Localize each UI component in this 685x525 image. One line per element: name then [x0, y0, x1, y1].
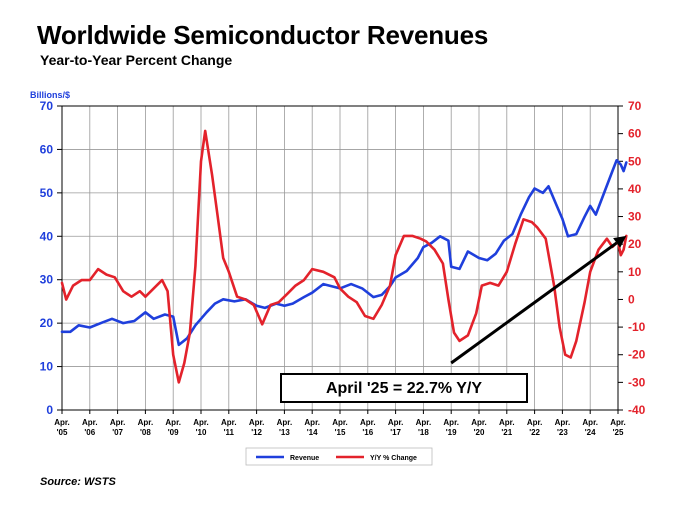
- x-axis-ticks: Apr.'05Apr.'06Apr.'07Apr.'08Apr.'09Apr.'…: [54, 410, 626, 437]
- right-tick-label: -20: [628, 348, 646, 362]
- left-tick-label: 40: [40, 229, 54, 243]
- x-tick-label-year: '11: [224, 428, 235, 437]
- left-tick-label: 0: [46, 403, 53, 417]
- x-tick-label-month: Apr.: [110, 418, 126, 427]
- chart-subtitle: Year-to-Year Percent Change: [40, 52, 233, 68]
- x-tick-label-year: '10: [196, 428, 207, 437]
- x-tick-label-year: '12: [251, 428, 262, 437]
- x-tick-label-year: '14: [307, 428, 318, 437]
- x-tick-label-month: Apr.: [165, 418, 181, 427]
- x-tick-label-month: Apr.: [193, 418, 209, 427]
- x-tick-label-year: '15: [335, 428, 346, 437]
- x-tick-label-month: Apr.: [527, 418, 543, 427]
- right-tick-label: 0: [628, 292, 635, 306]
- right-tick-label: -40: [628, 403, 646, 417]
- yoy-change-line: [60, 129, 628, 384]
- x-tick-label-year: '16: [362, 428, 373, 437]
- x-tick-label-year: '21: [501, 428, 512, 437]
- x-tick-label-year: '19: [446, 428, 457, 437]
- x-tick-label-year: '05: [57, 428, 68, 437]
- left-tick-label: 30: [40, 273, 54, 287]
- x-tick-label-year: '18: [418, 428, 429, 437]
- grid-lines: [61, 105, 619, 411]
- left-tick-label: 20: [40, 316, 54, 330]
- legend-label: Revenue: [290, 455, 319, 462]
- x-tick-label-year: '08: [140, 428, 151, 437]
- x-tick-label-month: Apr.: [471, 418, 487, 427]
- x-tick-label-year: '25: [613, 428, 624, 437]
- annotation-box: April '25 = 22.7% Y/Y: [280, 373, 528, 403]
- right-tick-label: 10: [628, 265, 642, 279]
- x-tick-label-month: Apr.: [555, 418, 571, 427]
- chart-title: Worldwide Semiconductor Revenues: [37, 20, 489, 50]
- left-tick-label: 10: [40, 360, 54, 374]
- x-tick-label-month: Apr.: [221, 418, 237, 427]
- x-tick-label-month: Apr.: [443, 418, 459, 427]
- arrow-shaft: [450, 241, 618, 365]
- x-tick-label-year: '07: [112, 428, 123, 437]
- left-tick-label: 60: [40, 142, 54, 156]
- x-tick-label-year: '06: [84, 428, 95, 437]
- trend-arrow: [450, 235, 627, 365]
- right-tick-label: 70: [628, 99, 642, 113]
- right-tick-label: 20: [628, 237, 642, 251]
- x-tick-label-year: '09: [168, 428, 179, 437]
- series-lines: [60, 129, 628, 384]
- x-tick-label-year: '13: [279, 428, 290, 437]
- left-tick-label: 50: [40, 186, 54, 200]
- right-tick-label: -30: [628, 375, 646, 389]
- x-tick-label-month: Apr.: [332, 418, 348, 427]
- arrow-head: [613, 235, 627, 248]
- x-tick-label-year: '23: [557, 428, 568, 437]
- left-tick-label: 70: [40, 99, 54, 113]
- source-note: Source: WSTS: [40, 476, 116, 488]
- x-tick-label-year: '24: [585, 428, 596, 437]
- x-tick-label-month: Apr.: [610, 418, 626, 427]
- x-tick-label-month: Apr.: [82, 418, 98, 427]
- legend-label: Y/Y % Change: [370, 455, 417, 462]
- x-tick-label-month: Apr.: [582, 418, 598, 427]
- x-tick-label-year: '17: [390, 428, 401, 437]
- right-axis-ticks: -40 -30 -20 -10 0 10 20 30 40 50 60 70: [618, 99, 646, 417]
- right-tick-label: 40: [628, 182, 642, 196]
- left-axis-label: Billions/$: [30, 90, 70, 100]
- x-tick-label-year: '20: [474, 428, 485, 437]
- x-tick-label-month: Apr.: [360, 418, 376, 427]
- right-tick-label: 60: [628, 127, 642, 141]
- left-axis-ticks: 0 10 20 30 40 50 60 70: [40, 99, 62, 417]
- annotation-box-frame: [280, 373, 528, 403]
- x-tick-label-month: Apr.: [249, 418, 265, 427]
- x-tick-label-month: Apr.: [388, 418, 404, 427]
- annotation-text: April '25 = 22.7% Y/Y: [326, 380, 482, 397]
- x-tick-label-month: Apr.: [54, 418, 70, 427]
- x-tick-label-month: Apr.: [499, 418, 515, 427]
- right-tick-label: -10: [628, 320, 646, 334]
- x-tick-label-year: '22: [529, 428, 540, 437]
- legend: Revenue Y/Y % Change: [245, 447, 433, 466]
- x-tick-label-month: Apr.: [304, 418, 320, 427]
- right-tick-label: 30: [628, 210, 642, 224]
- right-tick-label: 50: [628, 154, 642, 168]
- x-tick-label-month: Apr.: [277, 418, 293, 427]
- x-tick-label-month: Apr.: [138, 418, 154, 427]
- revenue-line: [60, 159, 628, 347]
- x-tick-label-month: Apr.: [416, 418, 432, 427]
